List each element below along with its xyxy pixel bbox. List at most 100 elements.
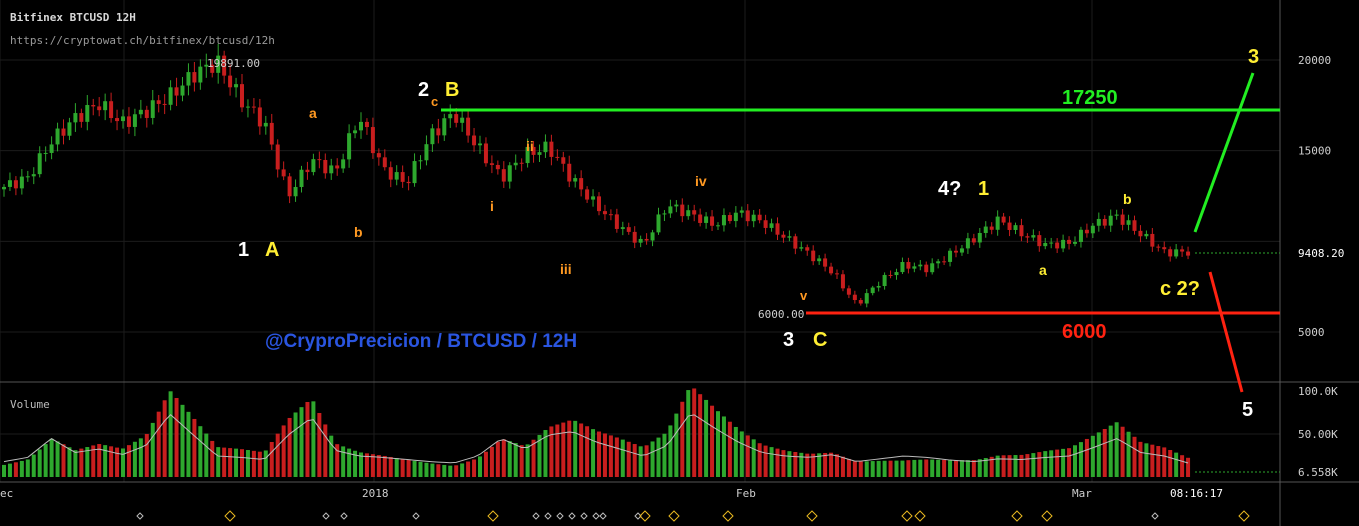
candle-body	[1019, 225, 1024, 237]
volume-bar	[894, 460, 899, 477]
candle-body	[472, 135, 477, 146]
volume-bar	[632, 444, 637, 477]
volume-bar	[591, 429, 596, 477]
volume-bar	[168, 391, 173, 477]
volume-bar	[888, 460, 893, 477]
candle-body	[406, 181, 411, 184]
volume-bar	[638, 446, 643, 477]
candle-body	[430, 128, 435, 145]
volume-bar	[942, 459, 947, 477]
volume-bar	[418, 461, 423, 477]
candle-body	[1108, 215, 1113, 226]
volume-bar	[483, 451, 488, 477]
volume-bar	[704, 399, 709, 477]
volume-bar	[835, 454, 839, 477]
volume-bar	[1168, 450, 1173, 477]
volume-bar	[656, 437, 661, 477]
wave-label: a	[309, 105, 317, 121]
candle-body	[1120, 214, 1125, 225]
candle-body	[531, 146, 536, 155]
candle-body	[460, 117, 465, 123]
volume-bar	[156, 411, 161, 477]
candle-body	[448, 114, 453, 119]
volume-bar	[1186, 457, 1191, 477]
volume-bar	[775, 448, 780, 477]
candle-body	[900, 262, 905, 273]
candle-body	[305, 169, 310, 173]
candle-body	[347, 133, 352, 160]
volume-bar	[424, 462, 429, 477]
event-marker-icon	[556, 512, 564, 520]
wave-label: iii	[560, 261, 572, 277]
candle-body	[799, 247, 804, 249]
candle-body	[1007, 222, 1012, 230]
candle-body	[942, 261, 947, 263]
volume-bar	[811, 453, 816, 477]
volume-bar	[103, 445, 108, 477]
candle-body	[995, 216, 1000, 230]
volume-bar	[329, 435, 334, 477]
volume-bar	[537, 434, 542, 477]
candle-body	[13, 180, 18, 189]
volume-bar	[43, 444, 48, 477]
volume-bar	[281, 425, 286, 477]
wave-label: 3	[783, 329, 794, 351]
volume-bar	[829, 452, 834, 477]
candle-body	[25, 176, 30, 178]
volume-bar	[1013, 455, 1018, 477]
candle-body	[840, 274, 845, 289]
volume-bar	[597, 431, 601, 477]
volume-bar	[412, 460, 417, 477]
candle-body	[989, 226, 994, 230]
candle-body	[245, 106, 250, 108]
candle-body	[138, 109, 143, 115]
candle-body	[573, 178, 578, 182]
volume-bar	[858, 461, 863, 477]
volume-bar	[721, 416, 726, 477]
volume-bar	[19, 460, 24, 477]
candle-body	[1114, 214, 1119, 216]
volume-bar	[662, 433, 667, 477]
volume-bar	[115, 447, 120, 477]
volume-bar	[97, 444, 102, 477]
volume-bar	[1144, 443, 1149, 477]
candle-body	[234, 84, 239, 88]
candle-body	[674, 204, 679, 207]
candle-body	[983, 226, 988, 233]
candle-body	[787, 236, 792, 238]
volume-bar	[7, 463, 12, 477]
candle-body	[168, 87, 173, 105]
event-marker-icon	[806, 510, 818, 522]
wave-label: c 2?	[1160, 278, 1200, 300]
volume-bar	[234, 448, 239, 477]
volume-bar	[1180, 455, 1185, 477]
candle-body	[680, 204, 685, 217]
candle-body	[930, 263, 935, 273]
candle-body	[870, 287, 875, 294]
candle-body	[1090, 225, 1095, 234]
volume-bar	[620, 439, 625, 477]
volume-bar	[936, 459, 941, 477]
candle-body	[1013, 225, 1018, 230]
volume-bar	[73, 450, 78, 477]
volume-bar	[870, 461, 875, 477]
candle-body	[882, 274, 887, 287]
chart-url[interactable]: https://cryptowat.ch/bitfinex/btcusd/12h	[10, 34, 275, 47]
event-marker-icon	[722, 510, 734, 522]
volume-bar	[900, 460, 905, 477]
level-label-17250: 17250	[1062, 87, 1118, 109]
candle-body	[1132, 220, 1137, 231]
volume-bar	[305, 401, 310, 477]
volume-bar	[121, 448, 125, 477]
volume-bar	[787, 451, 792, 477]
volume-bar	[55, 441, 60, 477]
candle-body	[43, 152, 48, 154]
volume-bar	[436, 464, 441, 477]
candle-body	[608, 214, 613, 216]
volume-bar	[495, 441, 500, 477]
event-marker-icon	[340, 512, 348, 520]
candle-body	[454, 114, 459, 123]
volume-bar	[805, 453, 810, 477]
